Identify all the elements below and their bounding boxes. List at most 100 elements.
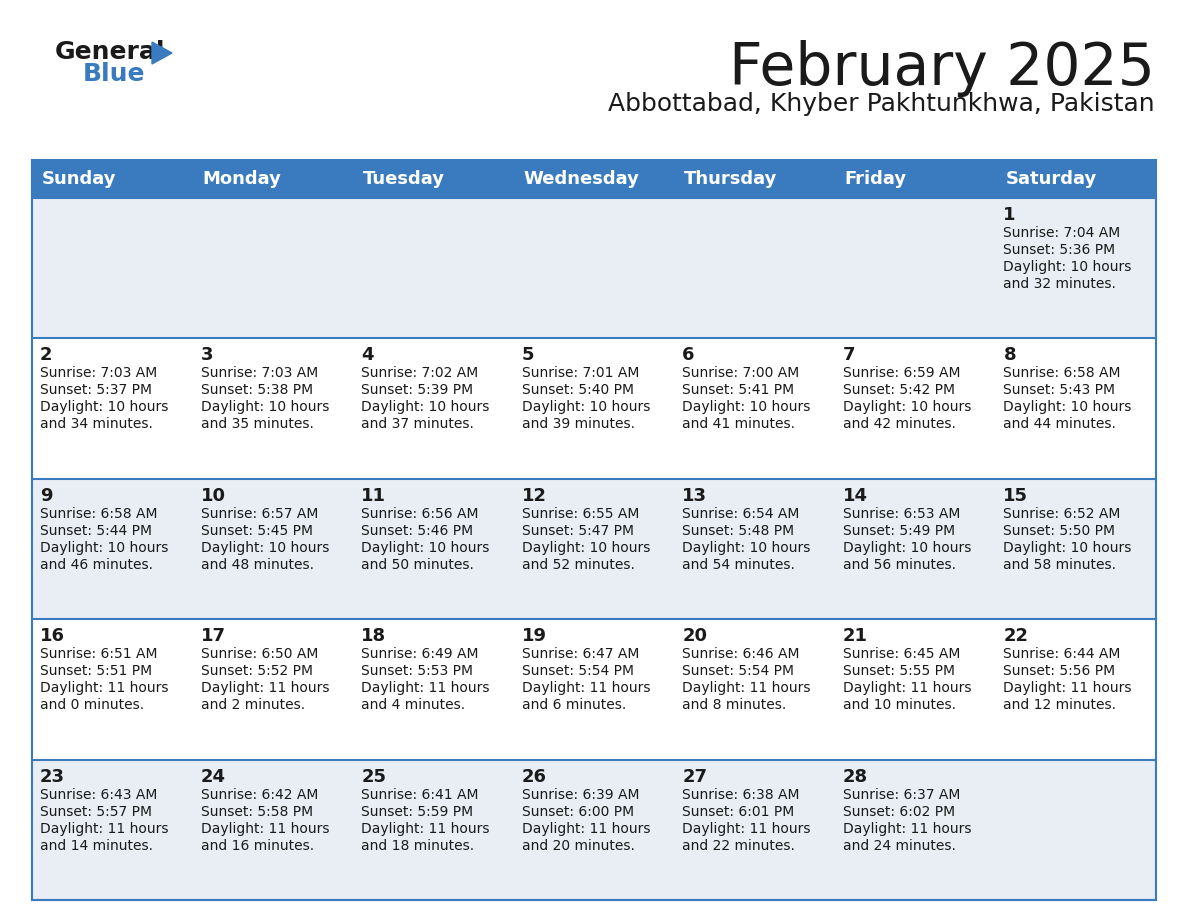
Text: Saturday: Saturday xyxy=(1005,170,1097,188)
Text: Sunset: 5:52 PM: Sunset: 5:52 PM xyxy=(201,665,312,678)
Text: 22: 22 xyxy=(1004,627,1029,645)
Text: Daylight: 11 hours: Daylight: 11 hours xyxy=(682,681,810,695)
Text: and 18 minutes.: and 18 minutes. xyxy=(361,839,474,853)
Text: Sunday: Sunday xyxy=(42,170,116,188)
Text: Sunset: 5:54 PM: Sunset: 5:54 PM xyxy=(522,665,633,678)
Text: Sunset: 5:56 PM: Sunset: 5:56 PM xyxy=(1004,665,1116,678)
Text: Daylight: 10 hours: Daylight: 10 hours xyxy=(201,541,329,554)
Text: Daylight: 10 hours: Daylight: 10 hours xyxy=(682,541,810,554)
Text: Daylight: 10 hours: Daylight: 10 hours xyxy=(842,400,972,414)
Text: Sunrise: 6:39 AM: Sunrise: 6:39 AM xyxy=(522,788,639,801)
Text: Sunset: 5:51 PM: Sunset: 5:51 PM xyxy=(40,665,152,678)
Text: 1: 1 xyxy=(1004,206,1016,224)
Text: Sunset: 5:58 PM: Sunset: 5:58 PM xyxy=(201,804,312,819)
Text: Sunset: 6:02 PM: Sunset: 6:02 PM xyxy=(842,804,955,819)
Text: 28: 28 xyxy=(842,767,868,786)
Bar xyxy=(513,160,675,198)
Text: Sunset: 5:50 PM: Sunset: 5:50 PM xyxy=(1004,524,1116,538)
Text: Monday: Monday xyxy=(203,170,282,188)
Bar xyxy=(835,160,996,198)
Bar xyxy=(32,620,1156,759)
Text: 16: 16 xyxy=(40,627,65,645)
Text: and 22 minutes.: and 22 minutes. xyxy=(682,839,795,853)
Text: and 50 minutes.: and 50 minutes. xyxy=(361,558,474,572)
Bar xyxy=(353,160,513,198)
Text: Daylight: 10 hours: Daylight: 10 hours xyxy=(201,400,329,414)
Text: Daylight: 10 hours: Daylight: 10 hours xyxy=(361,541,489,554)
Text: 23: 23 xyxy=(40,767,65,786)
Text: Daylight: 10 hours: Daylight: 10 hours xyxy=(40,541,169,554)
Text: Sunrise: 7:03 AM: Sunrise: 7:03 AM xyxy=(201,366,318,380)
Text: Sunset: 5:43 PM: Sunset: 5:43 PM xyxy=(1004,384,1116,397)
Text: Daylight: 10 hours: Daylight: 10 hours xyxy=(522,541,650,554)
Text: and 54 minutes.: and 54 minutes. xyxy=(682,558,795,572)
Text: Sunrise: 6:51 AM: Sunrise: 6:51 AM xyxy=(40,647,158,661)
Text: Sunrise: 6:59 AM: Sunrise: 6:59 AM xyxy=(842,366,960,380)
Text: and 44 minutes.: and 44 minutes. xyxy=(1004,418,1117,431)
Text: Daylight: 11 hours: Daylight: 11 hours xyxy=(201,822,329,835)
Text: 4: 4 xyxy=(361,346,374,364)
Text: and 14 minutes.: and 14 minutes. xyxy=(40,839,153,853)
Text: Blue: Blue xyxy=(83,62,145,86)
Text: Sunrise: 6:50 AM: Sunrise: 6:50 AM xyxy=(201,647,318,661)
Text: Sunset: 5:47 PM: Sunset: 5:47 PM xyxy=(522,524,633,538)
Text: and 32 minutes.: and 32 minutes. xyxy=(1004,277,1117,291)
Text: Sunrise: 6:58 AM: Sunrise: 6:58 AM xyxy=(1004,366,1121,380)
Text: and 37 minutes.: and 37 minutes. xyxy=(361,418,474,431)
Text: Sunrise: 6:54 AM: Sunrise: 6:54 AM xyxy=(682,507,800,521)
Text: Daylight: 11 hours: Daylight: 11 hours xyxy=(1004,681,1132,695)
Text: 24: 24 xyxy=(201,767,226,786)
Text: and 10 minutes.: and 10 minutes. xyxy=(842,699,956,712)
Text: Daylight: 10 hours: Daylight: 10 hours xyxy=(361,400,489,414)
Text: 19: 19 xyxy=(522,627,546,645)
Text: 21: 21 xyxy=(842,627,868,645)
Text: 5: 5 xyxy=(522,346,535,364)
Text: Daylight: 11 hours: Daylight: 11 hours xyxy=(842,681,972,695)
Text: 26: 26 xyxy=(522,767,546,786)
Text: Sunset: 6:01 PM: Sunset: 6:01 PM xyxy=(682,804,795,819)
Bar xyxy=(32,479,1156,620)
Text: and 41 minutes.: and 41 minutes. xyxy=(682,418,795,431)
Text: Daylight: 11 hours: Daylight: 11 hours xyxy=(522,822,650,835)
Text: Sunrise: 6:57 AM: Sunrise: 6:57 AM xyxy=(201,507,318,521)
Text: 7: 7 xyxy=(842,346,855,364)
Text: Sunset: 5:37 PM: Sunset: 5:37 PM xyxy=(40,384,152,397)
Bar xyxy=(32,339,1156,479)
Text: General: General xyxy=(55,40,165,64)
Bar xyxy=(32,160,192,198)
Text: Abbottabad, Khyber Pakhtunkhwa, Pakistan: Abbottabad, Khyber Pakhtunkhwa, Pakistan xyxy=(608,92,1155,116)
Text: Sunset: 5:41 PM: Sunset: 5:41 PM xyxy=(682,384,795,397)
Text: Sunrise: 7:01 AM: Sunrise: 7:01 AM xyxy=(522,366,639,380)
Text: 25: 25 xyxy=(361,767,386,786)
Text: Sunset: 6:00 PM: Sunset: 6:00 PM xyxy=(522,804,634,819)
Text: Sunrise: 6:53 AM: Sunrise: 6:53 AM xyxy=(842,507,960,521)
Text: Sunrise: 6:52 AM: Sunrise: 6:52 AM xyxy=(1004,507,1120,521)
Text: Sunset: 5:45 PM: Sunset: 5:45 PM xyxy=(201,524,312,538)
Text: Daylight: 10 hours: Daylight: 10 hours xyxy=(40,400,169,414)
Text: Sunrise: 6:58 AM: Sunrise: 6:58 AM xyxy=(40,507,158,521)
Text: Sunset: 5:36 PM: Sunset: 5:36 PM xyxy=(1004,243,1116,257)
Text: Sunset: 5:55 PM: Sunset: 5:55 PM xyxy=(842,665,955,678)
Text: Sunrise: 6:47 AM: Sunrise: 6:47 AM xyxy=(522,647,639,661)
Text: 3: 3 xyxy=(201,346,213,364)
Text: Sunrise: 6:44 AM: Sunrise: 6:44 AM xyxy=(1004,647,1120,661)
Text: Sunset: 5:46 PM: Sunset: 5:46 PM xyxy=(361,524,473,538)
Text: Sunset: 5:57 PM: Sunset: 5:57 PM xyxy=(40,804,152,819)
Text: Sunrise: 6:38 AM: Sunrise: 6:38 AM xyxy=(682,788,800,801)
Bar xyxy=(192,160,353,198)
Text: 17: 17 xyxy=(201,627,226,645)
Text: Daylight: 11 hours: Daylight: 11 hours xyxy=(201,681,329,695)
Bar xyxy=(675,160,835,198)
Text: Sunset: 5:49 PM: Sunset: 5:49 PM xyxy=(842,524,955,538)
Text: 2: 2 xyxy=(40,346,52,364)
Text: and 0 minutes.: and 0 minutes. xyxy=(40,699,144,712)
Text: Daylight: 11 hours: Daylight: 11 hours xyxy=(361,822,489,835)
Text: and 20 minutes.: and 20 minutes. xyxy=(522,839,634,853)
Text: Sunrise: 6:42 AM: Sunrise: 6:42 AM xyxy=(201,788,318,801)
Text: Daylight: 11 hours: Daylight: 11 hours xyxy=(522,681,650,695)
Text: and 16 minutes.: and 16 minutes. xyxy=(201,839,314,853)
Text: Daylight: 11 hours: Daylight: 11 hours xyxy=(40,822,169,835)
Text: and 6 minutes.: and 6 minutes. xyxy=(522,699,626,712)
Text: Daylight: 11 hours: Daylight: 11 hours xyxy=(40,681,169,695)
Text: Sunrise: 6:41 AM: Sunrise: 6:41 AM xyxy=(361,788,479,801)
